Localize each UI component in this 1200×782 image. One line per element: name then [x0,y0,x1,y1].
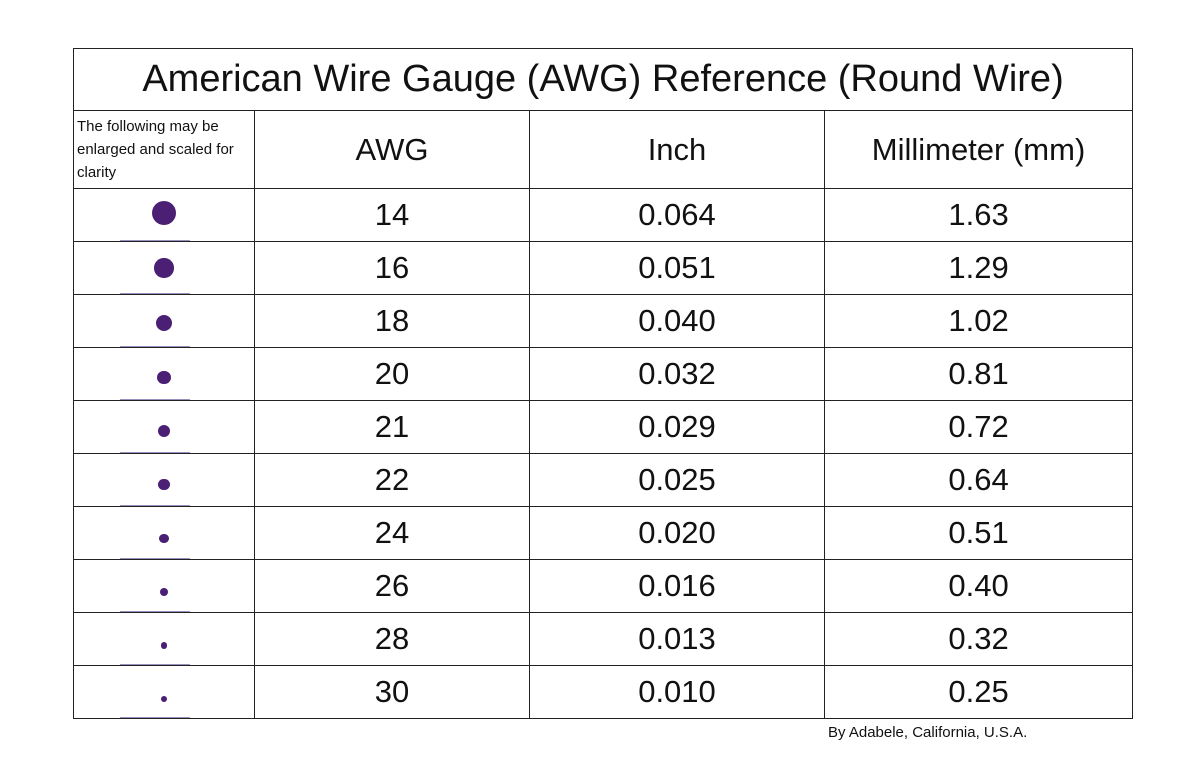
table-row: 26 0.016 0.40 [73,559,1134,613]
table-row: 24 0.020 0.51 [73,506,1134,560]
column-header: Inch [529,110,825,189]
table-cell: 0.25 [823,665,1134,719]
wire-underline [120,293,190,294]
table-row: 20 0.032 0.81 [73,347,1134,401]
table-cell: 1.29 [823,241,1134,295]
wire-dot [156,315,172,331]
table-cell: 24 [254,506,530,560]
wire-dot [160,588,168,596]
table-cell: 16 [254,241,530,295]
wire-dot [159,533,169,543]
table-cell: 0.010 [529,665,825,719]
table-cell: 1.02 [823,294,1134,348]
column-header: Millimeter (mm) [823,110,1134,189]
table-row: 16 0.051 1.29 [73,241,1134,295]
table-row: 28 0.013 0.32 [73,612,1134,666]
wire-dot [161,696,167,702]
table-cell: 0.032 [529,347,825,401]
wire-cell [73,347,255,401]
wire-cell [73,665,255,719]
wire-dot [160,642,168,649]
wire-cell [73,294,255,348]
table-cell: 0.32 [823,612,1134,666]
table-cell: 0.025 [529,453,825,507]
table-cell: 0.64 [823,453,1134,507]
table-cell: 0.40 [823,559,1134,613]
wire-dot [157,370,171,384]
table-cell: 26 [254,559,530,613]
table-row: 21 0.029 0.72 [73,400,1134,454]
table-cell: 0.013 [529,612,825,666]
wire-underline [120,505,190,506]
table-cell: 0.020 [529,506,825,560]
table-cell: 0.72 [823,400,1134,454]
wire-underline [120,452,190,453]
table-cell: 20 [254,347,530,401]
table-cell: 0.51 [823,506,1134,560]
table-row: 30 0.010 0.25 [73,665,1134,719]
table-cell: 28 [254,612,530,666]
table-cell: 30 [254,665,530,719]
wire-cell [73,453,255,507]
column-header: AWG [254,110,530,189]
wire-underline [120,346,190,347]
table-row: 22 0.025 0.64 [73,453,1134,507]
wire-underline [120,664,190,665]
wire-dot [158,478,170,490]
wire-dot [152,201,176,225]
table-cell: 18 [254,294,530,348]
wire-cell [73,612,255,666]
credit: By Adabele, California, U.S.A. [828,724,1028,741]
wire-cell [73,188,255,242]
awg-table: American Wire Gauge (AWG) Reference (Rou… [72,48,1134,719]
wire-underline [120,558,190,559]
wire-cell [73,559,255,613]
table-cell: 21 [254,400,530,454]
wire-dot [157,424,171,437]
wire-underline [120,240,190,241]
wire-underline [120,717,190,718]
table-cell: 0.029 [529,400,825,454]
table-title: American Wire Gauge (AWG) Reference (Rou… [72,48,1134,111]
column-note: The following may be enlarged and scaled… [73,110,255,189]
table-cell: 0.064 [529,188,825,242]
wire-dot [154,258,174,278]
table-cell: 22 [254,453,530,507]
wire-underline [120,611,190,612]
table-cell: 0.040 [529,294,825,348]
table-row: 14 0.064 1.63 [73,188,1134,242]
wire-cell [73,241,255,295]
table-cell: 0.81 [823,347,1134,401]
table-row: 18 0.040 1.02 [73,294,1134,348]
table-cell: 14 [254,188,530,242]
wire-cell [73,506,255,560]
wire-underline [120,399,190,400]
table-cell: 1.63 [823,188,1134,242]
wire-cell [73,400,255,454]
table-cell: 0.051 [529,241,825,295]
table-cell: 0.016 [529,559,825,613]
